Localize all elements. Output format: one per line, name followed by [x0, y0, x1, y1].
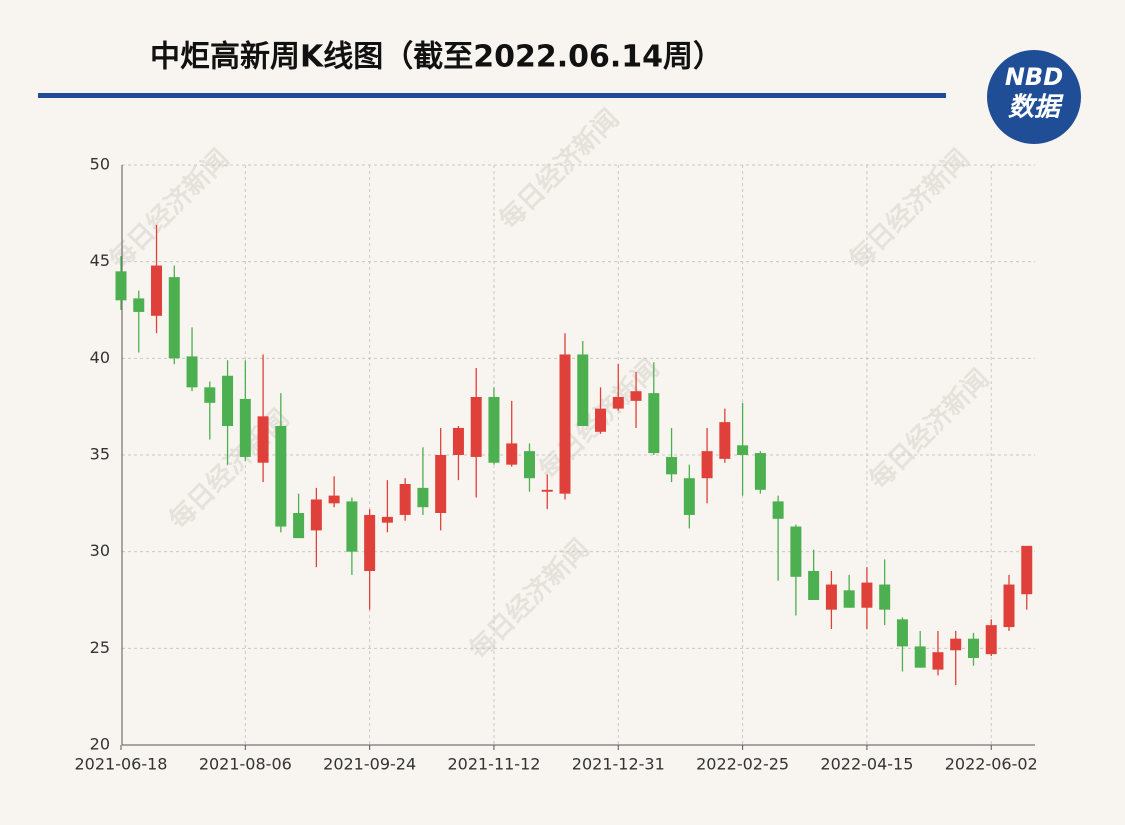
y-tick-label: 35 [90, 445, 110, 464]
candle-body [577, 354, 589, 426]
chart-title: 中炬高新周K线图（截至2022.06.14周） [150, 40, 723, 75]
candle-body [381, 516, 393, 523]
candle-body [648, 393, 660, 454]
candle-body [506, 443, 518, 465]
x-tick-label: 2022-04-15 [820, 755, 913, 774]
y-tick-label: 45 [90, 251, 110, 270]
candle-body [914, 646, 926, 668]
candle-body [967, 638, 979, 658]
candle-body [293, 513, 305, 539]
candle-body [364, 514, 376, 571]
y-tick-label: 30 [90, 541, 110, 560]
candle-body [1021, 545, 1033, 595]
candle-body [346, 501, 358, 552]
candle-body [523, 451, 535, 479]
logo-bottom: 数据 [1008, 93, 1064, 123]
candle-body [435, 455, 447, 513]
candle-body [186, 356, 198, 388]
candle-body [222, 375, 234, 426]
y-tick-label: 40 [90, 348, 110, 367]
candle-body [275, 426, 287, 527]
candle-body [950, 638, 962, 651]
candle-body [595, 408, 607, 432]
candle-body [985, 625, 997, 655]
x-tick-label: 2021-09-24 [323, 755, 416, 774]
candle-body [612, 397, 624, 409]
candle-body [310, 499, 322, 531]
candle-body [879, 584, 891, 610]
candle-body [772, 501, 784, 519]
candle-body [1003, 584, 1015, 628]
candle-body [328, 495, 340, 504]
candle-body [719, 422, 731, 459]
x-tick-label: 2021-12-31 [572, 755, 665, 774]
title-underline [38, 93, 946, 98]
logo-circle [987, 50, 1081, 144]
candle-body [488, 397, 500, 463]
candle-body [452, 427, 464, 455]
x-tick-label: 2022-06-02 [945, 755, 1038, 774]
candle-body [417, 487, 429, 508]
candle-body [399, 484, 411, 515]
candle-body [133, 298, 145, 312]
x-tick-label: 2022-02-25 [696, 755, 789, 774]
y-tick-label: 50 [90, 155, 110, 174]
candle-body [754, 453, 766, 490]
candle-body [861, 582, 873, 608]
candle-body [151, 265, 163, 316]
x-tick-label: 2021-11-12 [447, 755, 540, 774]
candle-body [790, 526, 802, 577]
candle-body [559, 354, 571, 494]
candle-body [239, 398, 251, 457]
candle-body [168, 277, 180, 359]
candle-body [115, 271, 127, 301]
candle-body [541, 489, 553, 492]
candle-body [701, 451, 713, 479]
candle-body [630, 391, 642, 401]
candle-body [470, 397, 482, 457]
candle-body [808, 571, 820, 600]
candle-body [666, 456, 678, 475]
candle-body [825, 584, 837, 610]
candle-body [683, 478, 695, 515]
x-tick-label: 2021-08-06 [199, 755, 292, 774]
candle-body [932, 652, 944, 670]
logo-top: NBD [1005, 63, 1063, 91]
candle-body [737, 445, 749, 455]
candle-body [896, 619, 908, 647]
x-tick-label: 2021-06-18 [75, 755, 168, 774]
candle-body [843, 590, 855, 608]
y-tick-label: 25 [90, 638, 110, 657]
y-tick-label: 20 [90, 735, 110, 754]
candle-body [204, 387, 216, 403]
candle-body [257, 416, 269, 463]
